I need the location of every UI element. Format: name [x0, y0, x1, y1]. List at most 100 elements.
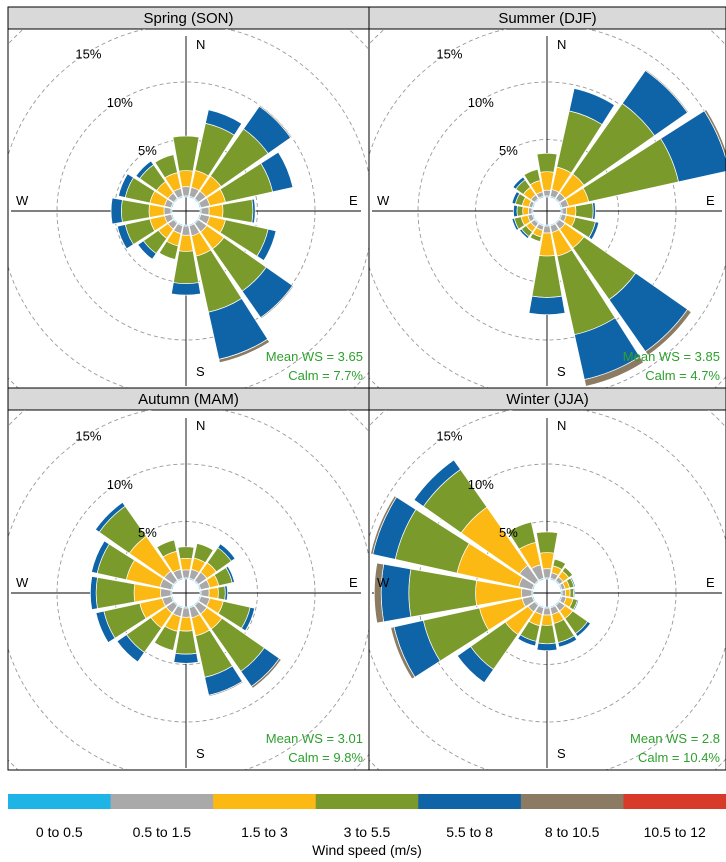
legend-label: 1.5 to 3 [241, 824, 288, 840]
direction-bar-22.5 [188, 542, 214, 582]
wedge-segment [588, 221, 600, 241]
direction-bar-270 [513, 204, 534, 218]
direction-bar-45 [554, 566, 574, 586]
wedge-segment [170, 282, 202, 296]
wedge-segment [200, 206, 210, 216]
direction-label-w: W [377, 193, 390, 208]
direction-bar-180 [536, 606, 558, 652]
grid-ring-20 [369, 29, 726, 388]
wedge-segment [522, 206, 530, 216]
wedge-segment [535, 531, 559, 554]
wedge-segment [217, 543, 236, 562]
ring-label: 15% [75, 429, 101, 444]
wedge-segment [583, 356, 644, 387]
direction-label-n: N [557, 418, 566, 433]
mean-wind-speed: Mean WS = 3.85 [623, 349, 720, 364]
mean-wind-speed: Mean WS = 3.65 [266, 349, 363, 364]
direction-bar-292.5 [118, 173, 175, 209]
wedge-segment [172, 135, 200, 172]
wedge-segment [507, 521, 537, 550]
wedge-segment [519, 228, 530, 239]
wedge-segment [148, 204, 165, 218]
direction-bar-157.5 [549, 604, 578, 648]
direction-bar-292.5 [91, 540, 175, 591]
wedge-segment [256, 228, 277, 262]
direction-bar-112.5 [197, 595, 256, 632]
calm-percentage: Calm = 7.7% [288, 368, 363, 383]
wedge-segment [537, 624, 557, 645]
direction-bar-270 [373, 562, 534, 624]
wedge-segment [173, 652, 199, 664]
legend-swatch [623, 794, 726, 809]
wedge-segment [390, 626, 416, 680]
direction-bar-22.5 [188, 109, 243, 200]
direction-label-w: W [16, 575, 29, 590]
wedge-segment [181, 225, 191, 236]
wedge-segment [703, 109, 726, 160]
wedge-segment [240, 606, 256, 632]
direction-bar-337.5 [523, 168, 545, 200]
wedge-segment [373, 562, 385, 624]
wedge-segment [564, 588, 571, 598]
wedge-segment [536, 642, 558, 652]
direction-bar-0 [535, 531, 559, 580]
wedge-segment [572, 599, 580, 611]
wedge-segment [116, 224, 134, 250]
direction-bar-90 [560, 587, 576, 599]
ring-label: 5% [499, 143, 518, 158]
wedge-segment [222, 198, 254, 224]
direction-bar-157.5 [188, 222, 271, 364]
wedge-segment [531, 254, 563, 298]
mean-wind-speed: Mean WS = 3.01 [266, 731, 363, 746]
wedge-segment [154, 154, 178, 179]
direction-bar-90 [199, 585, 228, 601]
wedge-segment [528, 295, 566, 315]
wedge-segment [208, 680, 244, 697]
wedge-segment [260, 285, 295, 320]
wedge-segment [208, 204, 224, 218]
direction-bar-202.5 [517, 604, 545, 647]
wedge-segment [413, 459, 461, 507]
direction-bar-135 [554, 218, 692, 356]
legend-label: 0 to 0.5 [36, 824, 83, 840]
wedge-segment [178, 616, 194, 632]
direction-bar-67.5 [558, 576, 576, 591]
direction-bar-90 [560, 202, 596, 220]
wedge-segment [644, 308, 692, 356]
wedge-segment [260, 151, 294, 193]
direction-bar-247.5 [116, 213, 175, 250]
direction-bar-157.5 [549, 222, 644, 387]
legend-label: 8 to 10.5 [545, 824, 600, 840]
direction-bar-112.5 [558, 213, 600, 241]
wedge-segment [568, 88, 615, 125]
direction-bar-225 [519, 218, 540, 239]
panel-border [368, 387, 726, 771]
direction-bar-112.5 [558, 595, 580, 611]
direction-bar-292.5 [370, 495, 536, 591]
wedge-segment [516, 205, 524, 217]
wedge-segment [513, 204, 518, 218]
wedge-segment [521, 588, 533, 598]
wedge-segment [517, 634, 537, 647]
wedge-segment [542, 189, 552, 197]
ring-label: 5% [499, 525, 518, 540]
direction-label-n: N [196, 37, 205, 52]
direction-bar-22.5 [549, 558, 567, 582]
wedge-segment [200, 588, 210, 598]
direction-label-e: E [706, 193, 715, 208]
legend-swatch [520, 794, 624, 809]
direction-label-n: N [557, 37, 566, 52]
wedge-segment [512, 176, 526, 190]
ring-label: 10% [468, 477, 494, 492]
direction-bar-315 [512, 176, 540, 204]
wedge-segment [456, 646, 494, 684]
direction-label-e: E [706, 575, 715, 590]
direction-bar-157.5 [188, 604, 244, 697]
direction-bar-202.5 [158, 222, 184, 260]
wedge-segment [118, 173, 134, 198]
